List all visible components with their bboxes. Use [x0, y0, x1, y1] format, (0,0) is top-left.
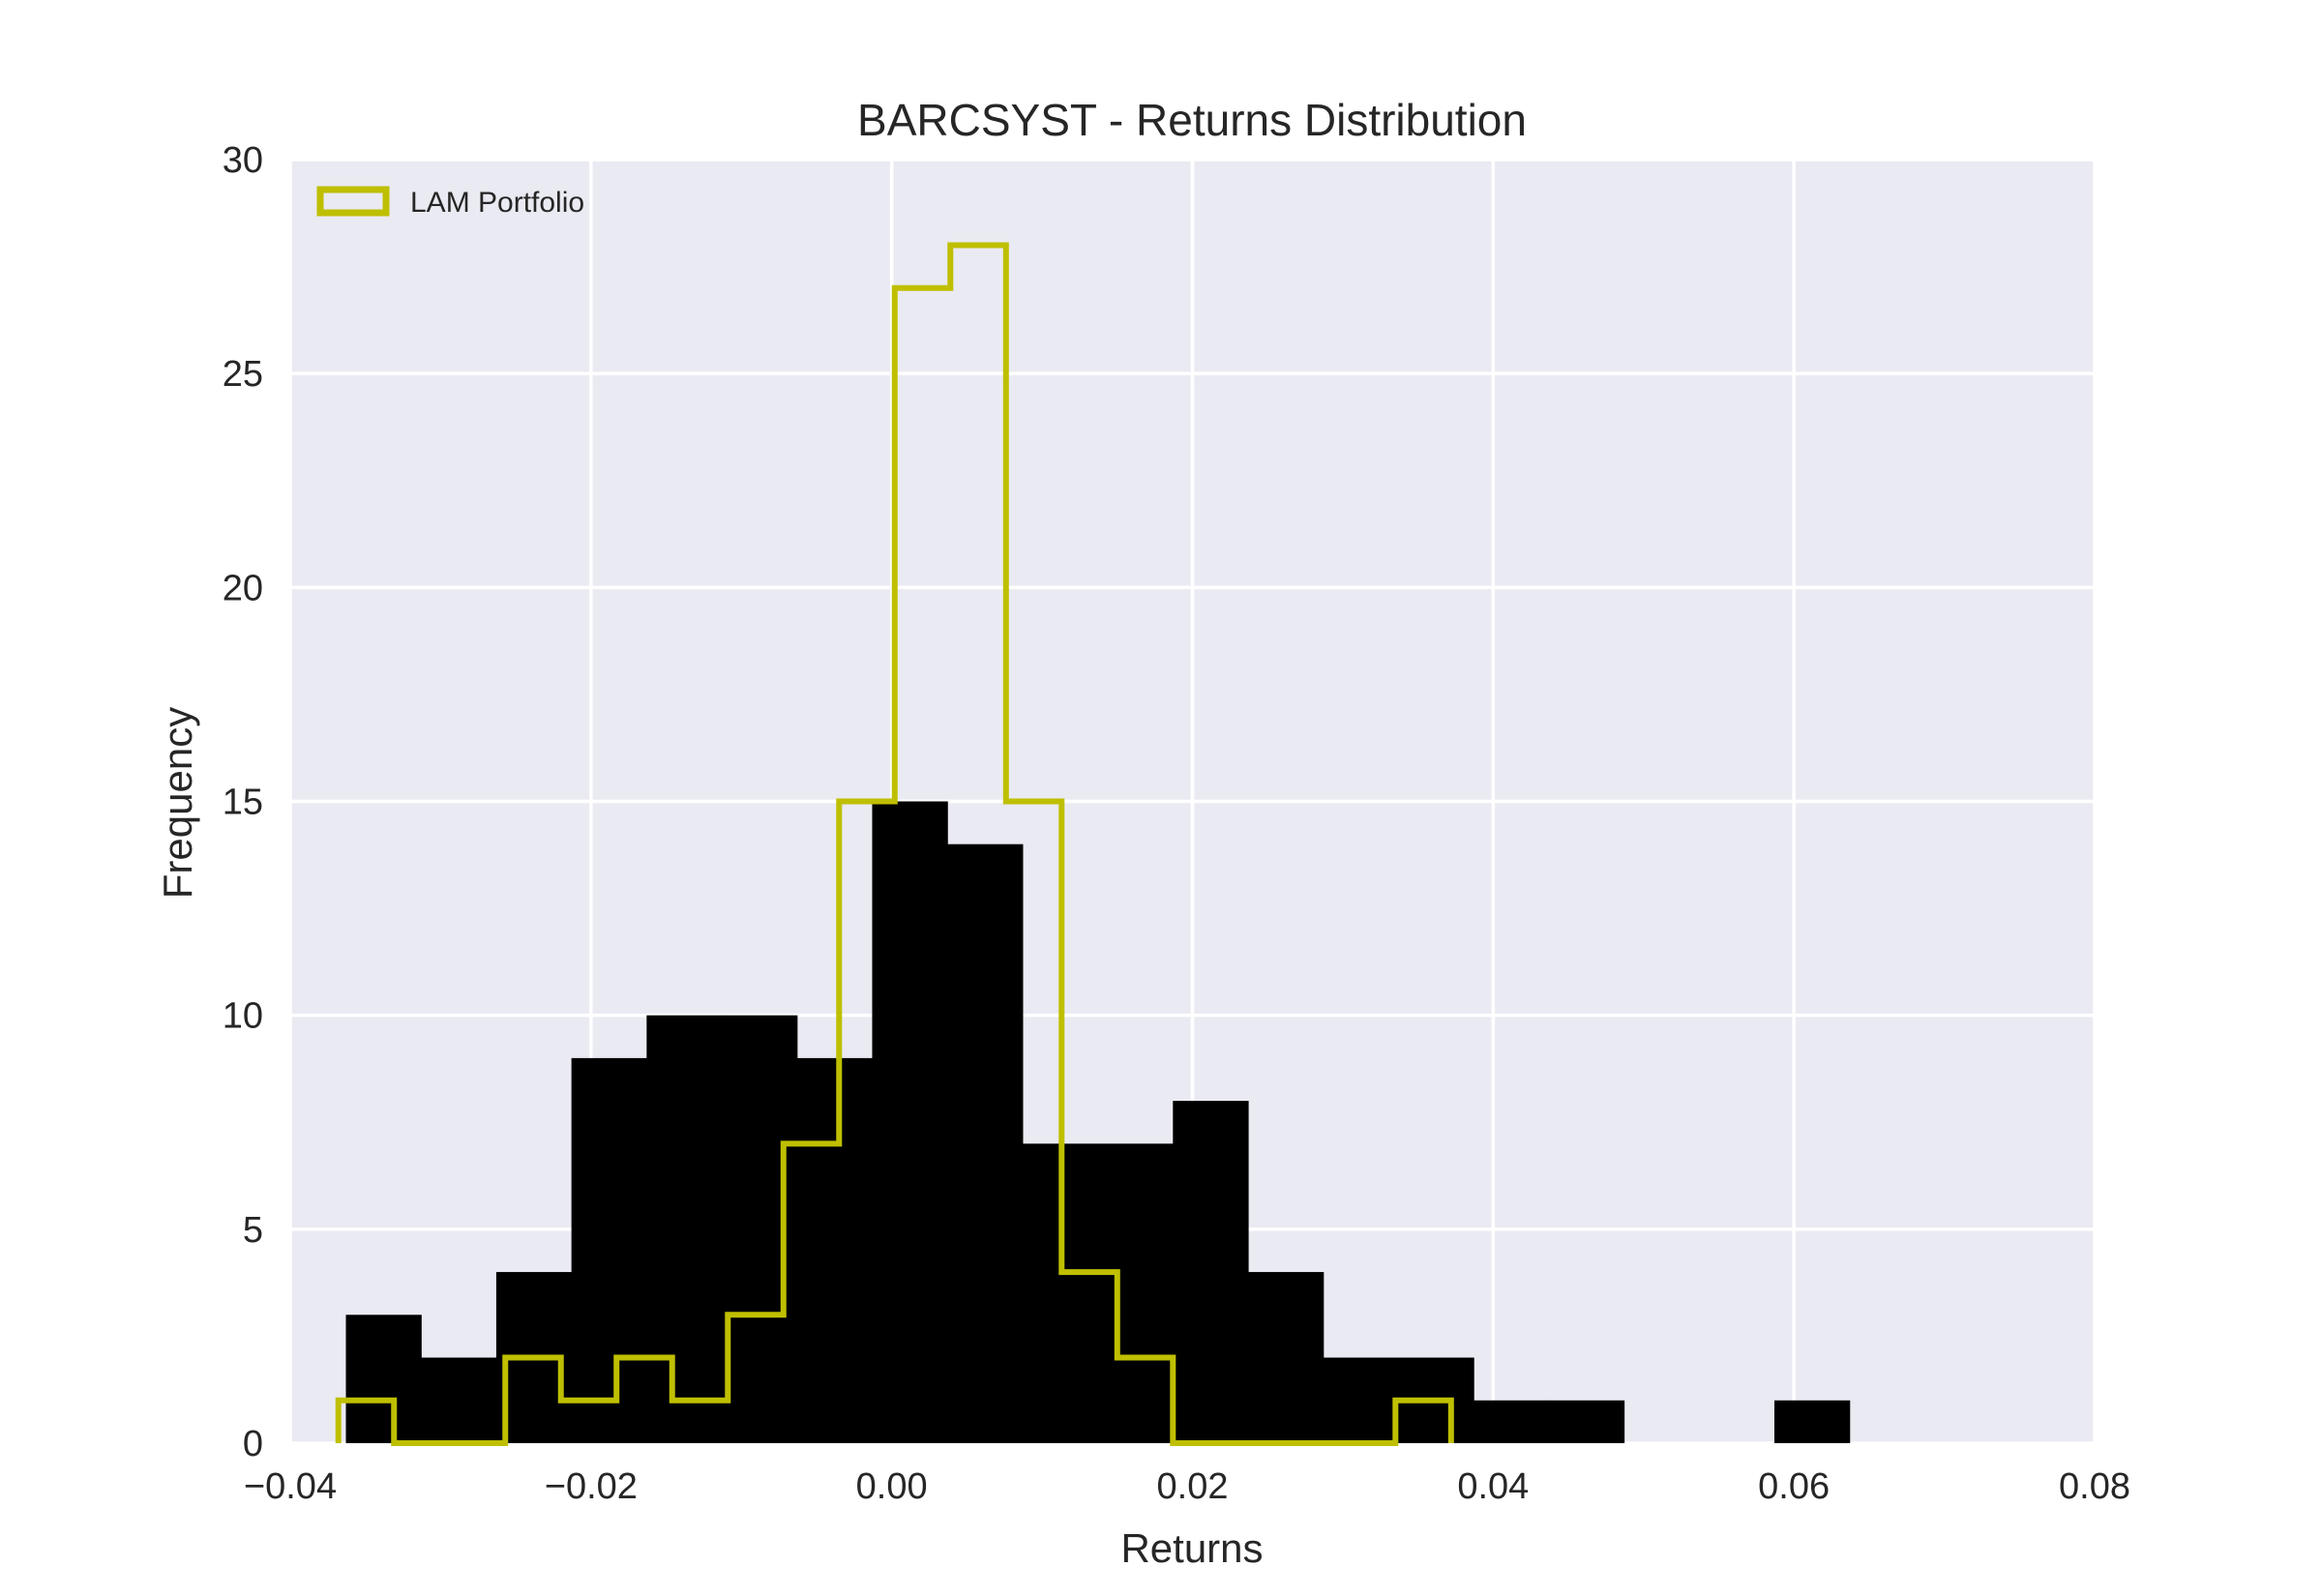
y-tick-label-3: 15 — [223, 783, 263, 823]
x-tick-label-3: 0.02 — [1157, 1466, 1229, 1507]
filled-bar-6 — [796, 1057, 874, 1443]
x-tick-label-5: 0.06 — [1758, 1466, 1830, 1507]
y-axis-label: Frequency — [155, 707, 200, 899]
filled-bar-8 — [947, 843, 1024, 1443]
x-tick-label-6: 0.08 — [2059, 1466, 2130, 1507]
filled-bar-19 — [1773, 1400, 1851, 1443]
x-tick-label-2: 0.00 — [856, 1466, 928, 1507]
filled-histogram — [345, 801, 1851, 1443]
filled-bar-1 — [421, 1357, 497, 1443]
filled-bar-10 — [1097, 1143, 1174, 1443]
filled-bar-4 — [646, 1015, 723, 1443]
y-tick-label-0: 0 — [243, 1424, 263, 1464]
x-axis-label: Returns — [1120, 1525, 1263, 1571]
filled-bar-3 — [571, 1057, 647, 1443]
x-tick-label-1: −0.02 — [545, 1466, 638, 1507]
filled-bar-7 — [872, 801, 948, 1443]
filled-bar-15 — [1474, 1400, 1550, 1443]
x-tick-label-4: 0.04 — [1457, 1466, 1529, 1507]
lam-portfolio-step-line — [335, 242, 1454, 1446]
y-tick-label-2: 10 — [223, 996, 263, 1037]
filled-bar-16 — [1548, 1400, 1625, 1443]
y-tick-label-4: 20 — [223, 568, 263, 608]
filled-bar-12 — [1248, 1272, 1325, 1443]
legend-swatch — [316, 186, 390, 217]
filled-bar-13 — [1323, 1357, 1400, 1443]
x-tick-labels: −0.04 −0.02 0.00 0.02 0.04 0.06 0.08 — [244, 1466, 2130, 1507]
filled-bar-11 — [1173, 1101, 1249, 1443]
filled-bar-0 — [345, 1315, 422, 1443]
legend: LAM Portfolio — [316, 186, 584, 219]
y-tick-label-5: 25 — [223, 354, 263, 395]
y-tick-labels: 0 5 10 15 20 25 30 — [223, 140, 263, 1464]
y-tick-label-6: 30 — [223, 140, 263, 181]
legend-label: LAM Portfolio — [410, 187, 584, 219]
x-tick-label-0: −0.04 — [244, 1466, 337, 1507]
chart-title: BARCSYST - Returns Distribution — [857, 95, 1527, 145]
y-tick-label-1: 5 — [243, 1210, 263, 1251]
